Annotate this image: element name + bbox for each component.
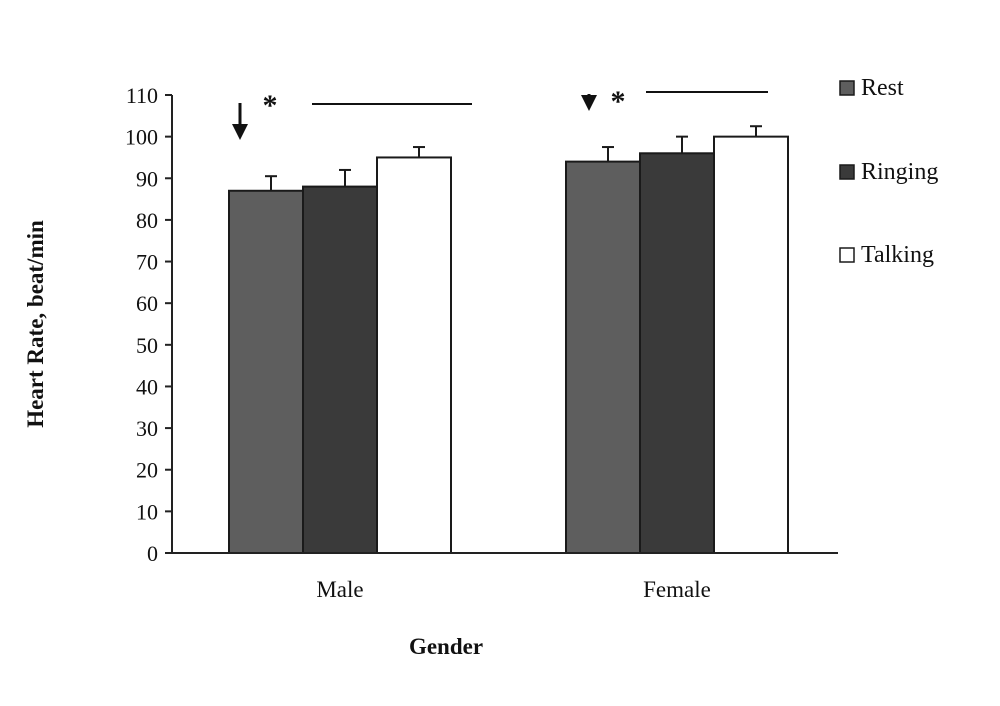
bar-ringing-male [302, 185, 378, 554]
y-tick-label: 90 [136, 166, 158, 191]
legend-swatch-talking [839, 247, 855, 263]
y-tick-label: 110 [126, 83, 158, 108]
y-axis-ticks: 0 10 20 30 40 50 60 70 80 90 100 110 [125, 83, 172, 566]
bar-ringing-female [639, 152, 715, 554]
significance-star: * [263, 89, 278, 122]
y-tick-label: 0 [147, 541, 158, 566]
bar-talking-male [376, 156, 452, 554]
down-arrow-icon [232, 124, 248, 140]
annotations: * * [232, 85, 768, 140]
y-tick-label: 30 [136, 416, 158, 441]
x-axis-title: Gender [409, 634, 483, 659]
y-tick-label: 70 [136, 250, 158, 275]
error-bars [265, 125, 762, 191]
bar-rest-female [565, 160, 641, 554]
legend-label-rest: Rest [861, 75, 904, 101]
significance-star: * [611, 85, 626, 118]
y-tick-label: 60 [136, 291, 158, 316]
bar-rest-male [228, 189, 304, 554]
y-axis-title: Heart Rate, beat/min [23, 220, 48, 428]
down-arrow-icon [581, 95, 597, 111]
y-tick-label: 20 [136, 458, 158, 483]
x-tick-label: Male [316, 577, 363, 602]
legend-label-talking: Talking [861, 242, 934, 268]
legend: Rest Ringing Talking [839, 75, 938, 268]
y-tick-label: 10 [136, 499, 158, 524]
legend-swatch-rest [839, 80, 855, 96]
x-tick-label: Female [643, 577, 711, 602]
bars [228, 135, 789, 555]
y-tick-label: 50 [136, 333, 158, 358]
x-axis-labels: Male Female [316, 577, 710, 602]
bar-talking-female [713, 135, 789, 555]
y-tick-label: 40 [136, 374, 158, 399]
legend-label-ringing: Ringing [861, 159, 938, 185]
y-tick-label: 80 [136, 208, 158, 233]
legend-swatch-ringing [839, 164, 855, 180]
y-tick-label: 100 [125, 125, 158, 150]
